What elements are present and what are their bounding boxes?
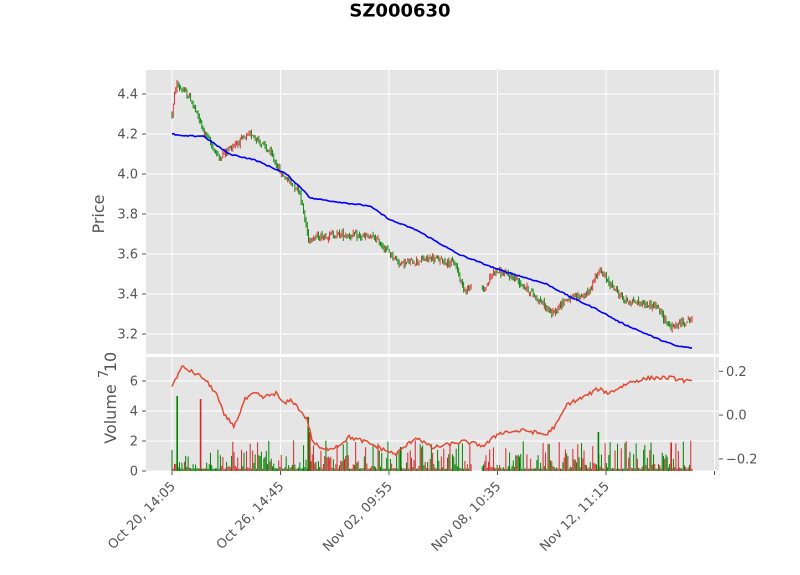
price-y-tick-label: 3.8	[117, 208, 138, 223]
x-tick-label: Oct 26, 14:45	[214, 479, 287, 552]
x-axis-ticks: Oct 20, 14:05 Oct 26, 14:45 Nov 02, 09:55 N…	[105, 471, 715, 555]
volume-y-axis-label: Volume	[101, 384, 120, 444]
price-y-tick-label: 3.6	[117, 248, 138, 263]
volume-bars	[171, 396, 693, 471]
volume-y2-tick-label: 0.0	[726, 409, 747, 424]
price-y-tick-label: 3.4	[117, 288, 138, 303]
volume-panel: 0 2 4 6 −0.2 0.0 0.2 Volume 10 7	[97, 352, 758, 480]
price-y-axis-label: Price	[89, 194, 108, 233]
volume-scale-base: 10	[101, 352, 120, 372]
x-tick-label: Oct 20, 14:05	[105, 479, 178, 552]
price-moving-average-line	[172, 133, 693, 349]
price-plot-area	[146, 70, 719, 354]
price-grid	[146, 70, 719, 354]
volume-y2-tick-label: −0.2	[726, 452, 758, 467]
chart-title: SZ000630	[349, 1, 450, 22]
price-y-tick-label: 4.2	[117, 128, 138, 143]
price-y-tick-label: 4.0	[117, 168, 138, 183]
price-panel: 3.2 3.4 3.6 3.8 4.0 4.2 4.4 Price	[89, 70, 719, 354]
price-y-tick-label: 4.4	[117, 88, 138, 103]
volume-y-ticks: 0 2 4 6	[130, 375, 146, 480]
x-tick-label: Nov 02, 09:55	[320, 479, 396, 555]
x-tick-label: Nov 12, 11:15	[537, 479, 613, 555]
price-candles	[171, 79, 693, 333]
volume-scale-exponent: 7	[97, 370, 112, 378]
price-y-ticks: 3.2 3.4 3.6 3.8 4.0 4.2 4.4	[117, 88, 146, 343]
volume-secondary-y-ticks: −0.2 0.0 0.2	[719, 365, 758, 467]
volume-y2-tick-label: 0.2	[726, 365, 747, 380]
price-y-tick-label: 3.2	[117, 328, 138, 343]
volume-y-tick-label: 0	[130, 465, 138, 480]
volume-secondary-line	[171, 365, 693, 458]
volume-y-tick-label: 4	[130, 405, 138, 420]
volume-y-tick-label: 6	[130, 375, 138, 390]
volume-y-tick-label: 2	[130, 435, 138, 450]
x-tick-label: Nov 08, 10:35	[429, 479, 505, 555]
